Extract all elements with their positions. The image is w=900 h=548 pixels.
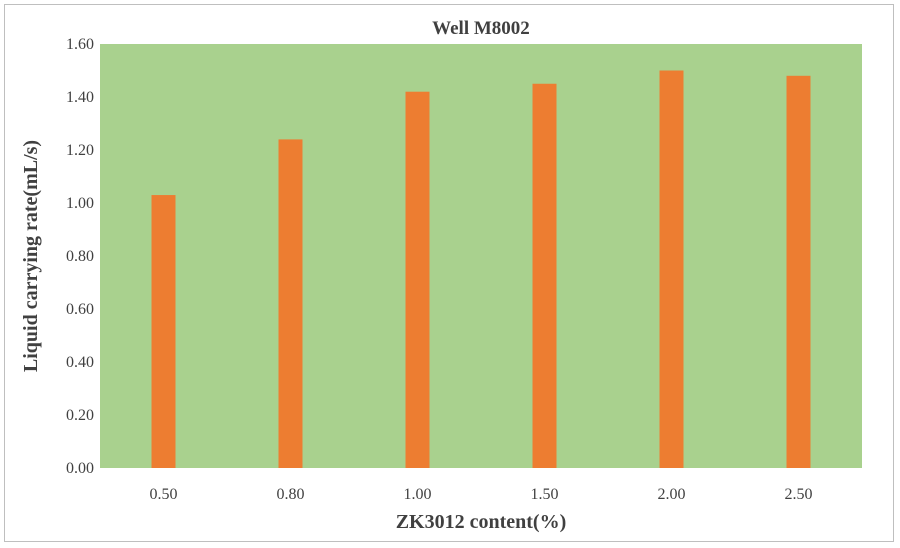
x-tick-label: 2.50 [785,486,813,503]
bar-1.50 [532,83,557,468]
y-tick-label: 1.20 [66,142,94,159]
y-tick-label: 1.60 [66,36,94,53]
plot-area [100,44,862,468]
x-tick-label: 1.50 [531,486,559,503]
bar-2.50 [786,75,811,469]
chart-title: Well M8002 [432,18,530,39]
y-axis-ticks: 0.00 0.20 0.40 0.60 0.80 1.00 1.20 1.40 1.60 [66,36,94,477]
bar-0.80 [278,139,303,468]
x-tick-label: 1.00 [404,486,432,503]
x-tick-label: 0.50 [150,486,178,503]
y-tick-label: 0.60 [66,301,94,318]
bar-0.50 [151,195,176,469]
y-tick-label: 0.80 [66,248,94,265]
bars [151,70,811,469]
x-tick-label: 0.80 [277,486,305,503]
y-axis-label: Liquid carrying rate(mL/s) [20,140,42,372]
y-tick-label: 1.40 [66,89,94,106]
y-tick-label: 1.00 [66,195,94,212]
y-tick-label: 0.20 [66,407,94,424]
bar-1.00 [405,91,430,468]
x-axis-ticks: 0.50 0.80 1.00 1.50 2.00 2.50 [150,486,813,503]
y-tick-label: 0.00 [66,460,94,477]
bar-2.00 [659,70,684,468]
x-tick-label: 2.00 [658,486,686,503]
y-tick-label: 0.40 [66,354,94,371]
x-axis-label: ZK3012 content(%) [396,511,567,533]
